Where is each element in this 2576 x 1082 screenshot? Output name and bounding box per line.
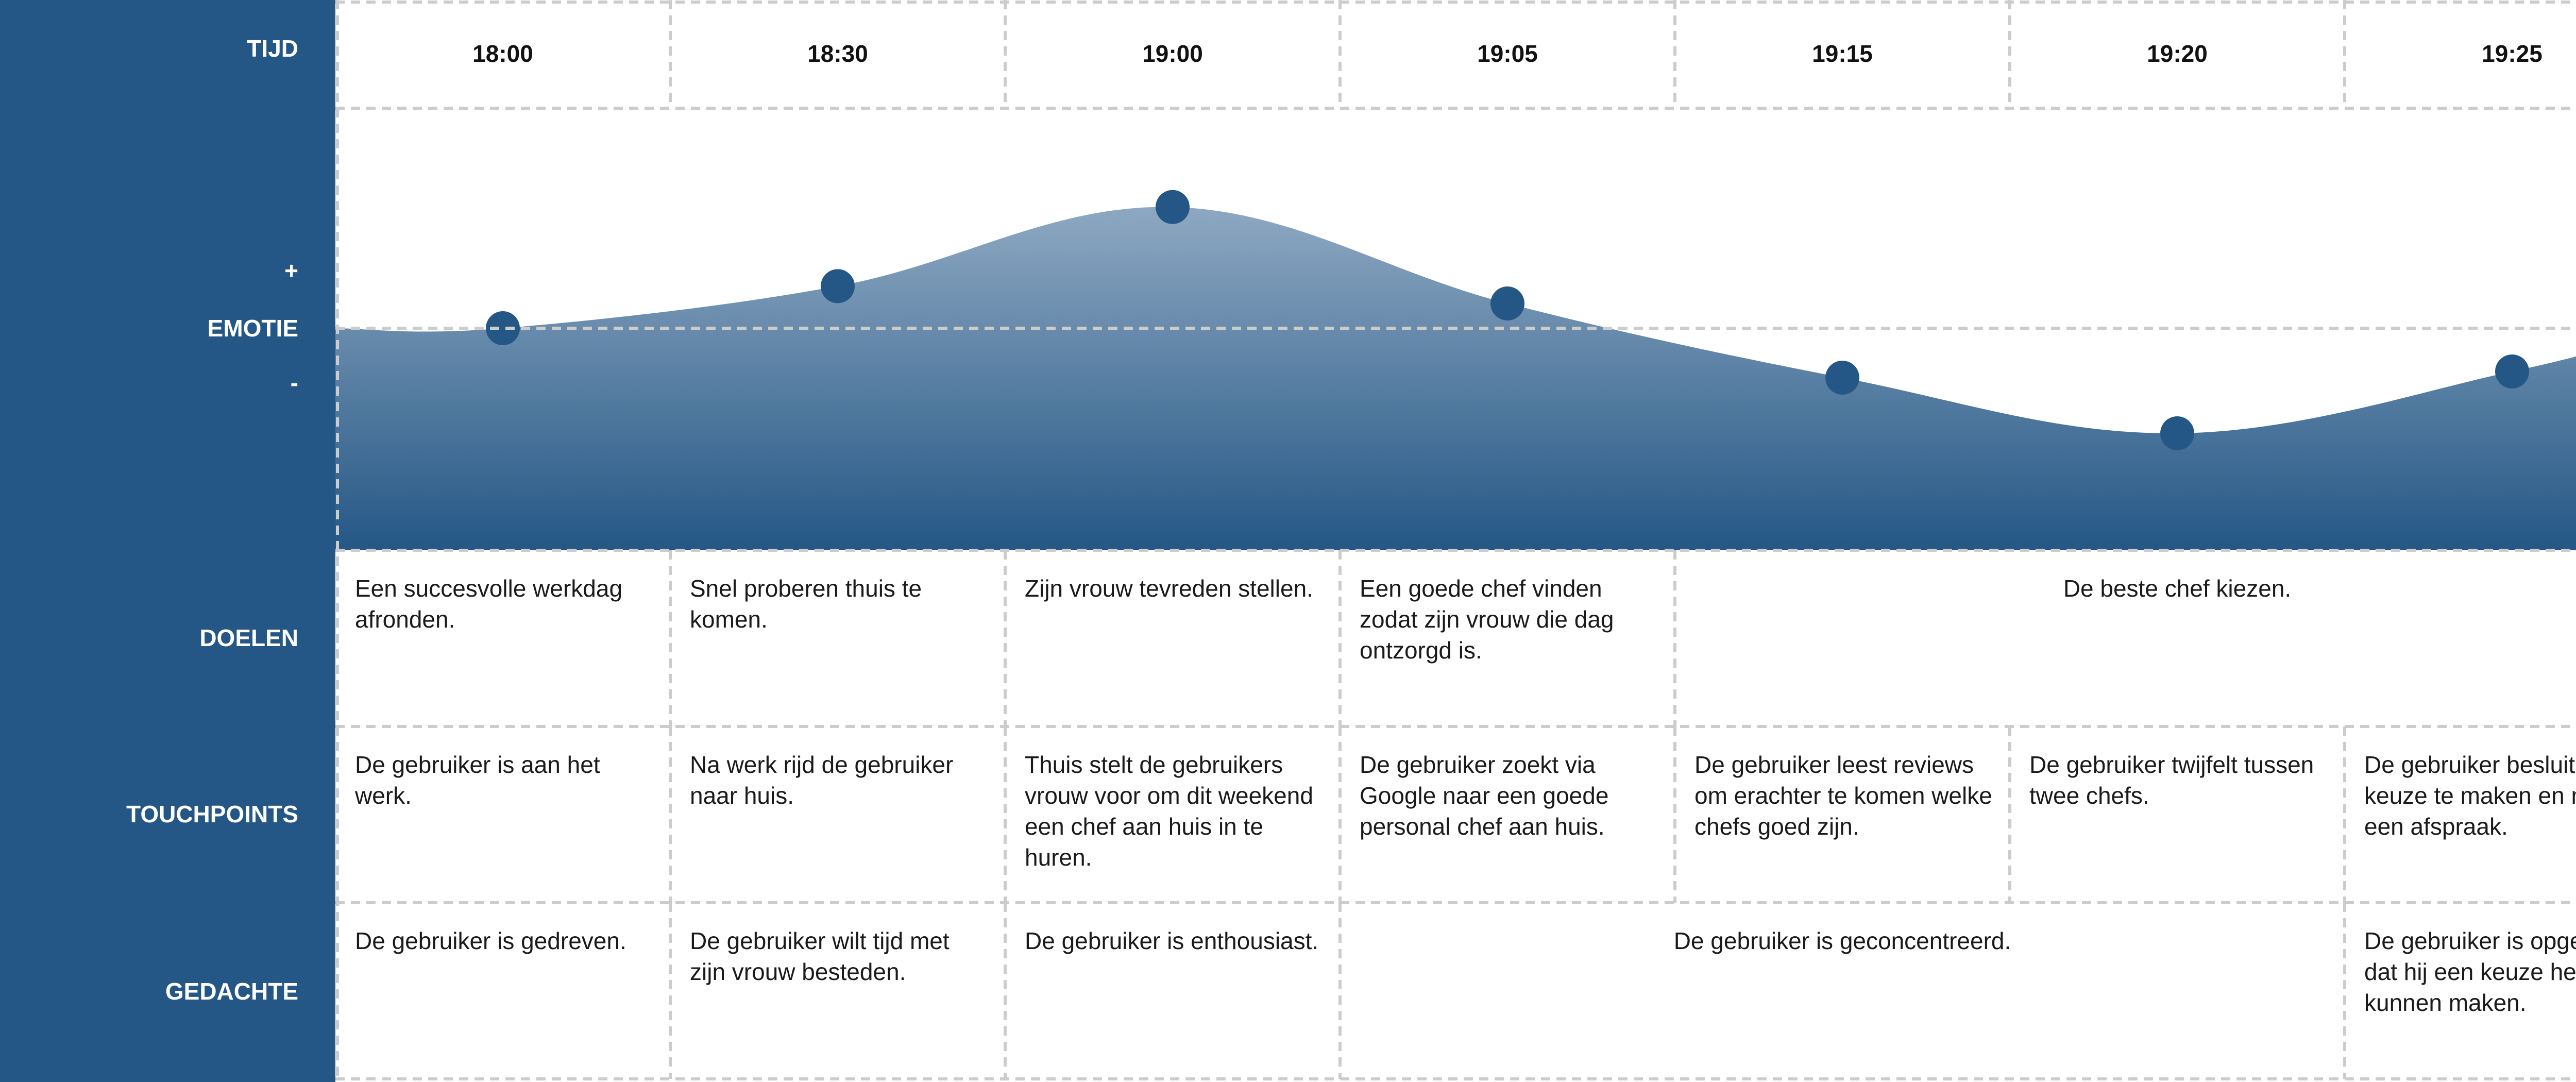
emotion-point-1905 <box>1490 286 1524 320</box>
doelen-cell: Een succesvolle werkdag afronden. <box>355 575 623 633</box>
row-label-tijd: TIJD <box>247 35 298 62</box>
time-label: 19:20 <box>2147 40 2208 67</box>
touchpoint-cell: De gebruiker besluit een keuze te maken … <box>2364 751 2576 840</box>
doelen-cell: Een goede chef vinden zodat zijn vrouw d… <box>1360 575 1614 664</box>
emotion-point-1915 <box>1825 361 1859 395</box>
journey-board: 18:00 18:30 19:00 19:05 19:15 19:20 19:25 Een … <box>335 0 2576 1082</box>
touchpoint-cell: De gebruiker twijfelt tussen twee chefs. <box>2029 751 2314 809</box>
gedachte-cell: De gebruiker is opgelucht dat hij een ke… <box>2364 927 2576 1016</box>
time-label: 19:00 <box>1142 40 1203 67</box>
emotion-point-1900 <box>1156 190 1190 224</box>
time-label: 19:15 <box>1812 40 1873 67</box>
emotion-plus-label: + <box>284 257 298 284</box>
emotion-point-1800 <box>486 311 520 345</box>
touchpoint-cell: De gebruiker leest reviews om erachter t… <box>1694 751 1992 840</box>
time-label: 19:05 <box>1477 40 1538 67</box>
touchpoint-cell: Na werk rijd de gebruiker naar huis. <box>690 751 954 809</box>
doelen-cell: Zijn vrouw tevreden stellen. <box>1025 575 1313 602</box>
time-label: 18:30 <box>807 40 868 67</box>
emotion-chart <box>335 190 2576 550</box>
time-label: 18:00 <box>472 40 533 67</box>
row-label-doelen: DOELEN <box>199 624 298 651</box>
emotion-point-1920 <box>2160 416 2194 450</box>
row-label-emotie: EMOTIE <box>207 315 298 342</box>
emotion-point-1925 <box>2495 354 2529 388</box>
gedachte-cell: De gebruiker is geconcentreerd. <box>1673 927 2011 954</box>
time-label: 19:25 <box>2482 40 2543 67</box>
doelen-cell: Snel proberen thuis te komen. <box>690 575 922 633</box>
row-label-sidebar: TIJD + EMOTIE - DOELEN TOUCHPOINTS GEDAC… <box>0 0 335 1082</box>
emotion-point-1830 <box>821 269 855 303</box>
emotion-minus-label: - <box>290 369 298 396</box>
gedachte-cell: De gebruiker is enthousiast. <box>1025 927 1319 954</box>
row-label-touchpoints: TOUCHPOINTS <box>126 801 298 827</box>
row-label-gedachte: GEDACHTE <box>165 978 298 1005</box>
gedachte-cell: De gebruiker wilt tijd met zijn vrouw be… <box>690 927 950 985</box>
touchpoint-cell: Thuis stelt de gebruikers vrouw voor om … <box>1025 751 1313 871</box>
doelen-cell: De beste chef kiezen. <box>2063 575 2292 602</box>
touchpoint-cell: De gebruiker zoekt via Google naar een g… <box>1360 751 1609 840</box>
gedachte-cell: De gebruiker is gedreven. <box>355 927 626 954</box>
touchpoint-cell: De gebruiker is aan het werk. <box>355 751 600 809</box>
grid-lines <box>335 0 2576 1082</box>
emotion-area <box>335 207 2576 550</box>
